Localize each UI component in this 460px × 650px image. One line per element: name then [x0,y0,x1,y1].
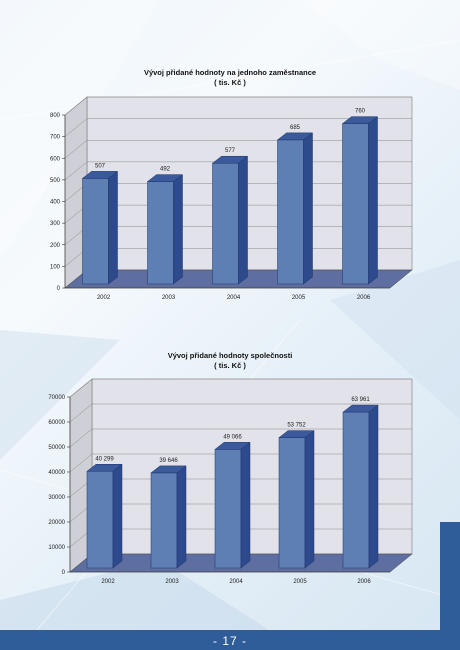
bar [150,465,187,569]
gridline [69,428,412,448]
y-tick-label: 50000 [48,445,65,451]
bar-front [212,162,239,285]
bar-side [108,170,118,285]
page-number: - 17 - [212,634,247,648]
y-tick-label: 200 [50,243,61,249]
y-tick-label: 60000 [48,420,65,426]
bar-side [368,404,379,569]
bar-top [276,132,314,141]
bar [86,463,123,569]
chart1-subtitle: ( tis. Kč ) [214,78,246,87]
bar-front [86,471,114,569]
x-tick-label: 2002 [97,295,111,301]
bar-top [278,430,315,438]
bar-side [303,132,313,285]
bar-top [86,464,123,472]
bar-side [240,441,251,569]
bar [276,132,314,285]
chart1-title-block: Vývoj přidané hodnoty na jednoho zaměstn… [60,68,400,88]
x-tick-label: 2002 [101,579,115,585]
data-label: 53 752 [287,423,306,429]
y-tick-label: 400 [50,200,61,206]
bar-side [173,174,183,285]
chart-1-employee-value-added: 0 100 200 300 400 500 600 700 800 507 2002 492 2003 5… [50,96,413,301]
y-tick-label: 40000 [48,470,65,476]
x-tick-label: 2006 [357,579,371,585]
gridline [64,118,412,137]
gridline [69,403,412,423]
y-tick-label: 100 [50,264,61,270]
bar-front [277,139,304,285]
bar [211,155,249,285]
bar-front [82,178,109,285]
bar-top [214,442,251,450]
bar-side [176,465,187,569]
chart2-subtitle: ( tis. Kč ) [214,361,246,370]
bar [342,404,379,569]
bar-front [342,411,370,569]
bar-front [278,437,306,569]
gridline [69,378,412,398]
bar-top [146,174,184,182]
x-tick-label: 2004 [227,295,241,301]
x-tick-label: 2006 [357,295,371,301]
bar [146,174,184,285]
bar-side [238,155,248,285]
bar-top [81,171,119,179]
y-tick-label: 20000 [48,520,65,526]
x-tick-label: 2004 [229,579,243,585]
y-tick-label: 30000 [48,495,65,501]
chart-2-company-value-added: 0 10000 20000 30000 40000 50000 60000 70000 40 2… [48,378,413,585]
data-label: 577 [225,148,236,154]
bar [214,441,251,569]
gridline [64,96,412,116]
data-label: 39 646 [159,458,178,464]
chart2-title-block: Vývoj přidané hodnoty společnosti ( tis.… [60,351,400,371]
bar-front [150,472,178,569]
bar-front [214,449,242,569]
bar-top [342,404,379,413]
bar-front [147,181,174,285]
data-label: 760 [355,109,366,115]
x-tick-label: 2003 [165,579,179,585]
bar-front [342,123,369,285]
data-label: 507 [95,163,106,169]
bar [278,430,315,569]
y-tick-label: 0 [57,286,61,292]
side-accent-bar [440,522,460,650]
data-label: 685 [290,125,301,131]
y-tick-label: 500 [50,178,61,184]
bar-side [112,463,123,569]
footer-bar [0,630,442,650]
bar [81,170,119,285]
data-label: 49 066 [223,434,242,440]
bar [341,116,379,285]
y-tick-label: 600 [50,156,61,162]
bar-side [368,116,378,285]
chart2-title: Vývoj přidané hodnoty společnosti [167,351,293,360]
chart1-title: Vývoj přidané hodnoty na jednoho zaměstn… [143,68,317,77]
bar-side [304,430,315,569]
y-tick-label: 700 [50,135,61,141]
data-label: 40 299 [95,456,114,462]
bar-top [341,116,379,124]
y-tick-label: 70000 [48,395,65,401]
y-tick-label: 0 [62,570,66,576]
y-tick-label: 300 [50,221,61,227]
x-tick-label: 2005 [292,295,306,301]
y-tick-label: 10000 [48,545,65,551]
data-label: 63 961 [351,397,370,403]
bar-top [211,155,249,164]
bar-top [150,465,187,474]
y-tick-label: 800 [50,113,61,119]
x-tick-label: 2005 [293,579,307,585]
data-label: 492 [160,167,171,173]
x-tick-label: 2003 [162,295,176,301]
